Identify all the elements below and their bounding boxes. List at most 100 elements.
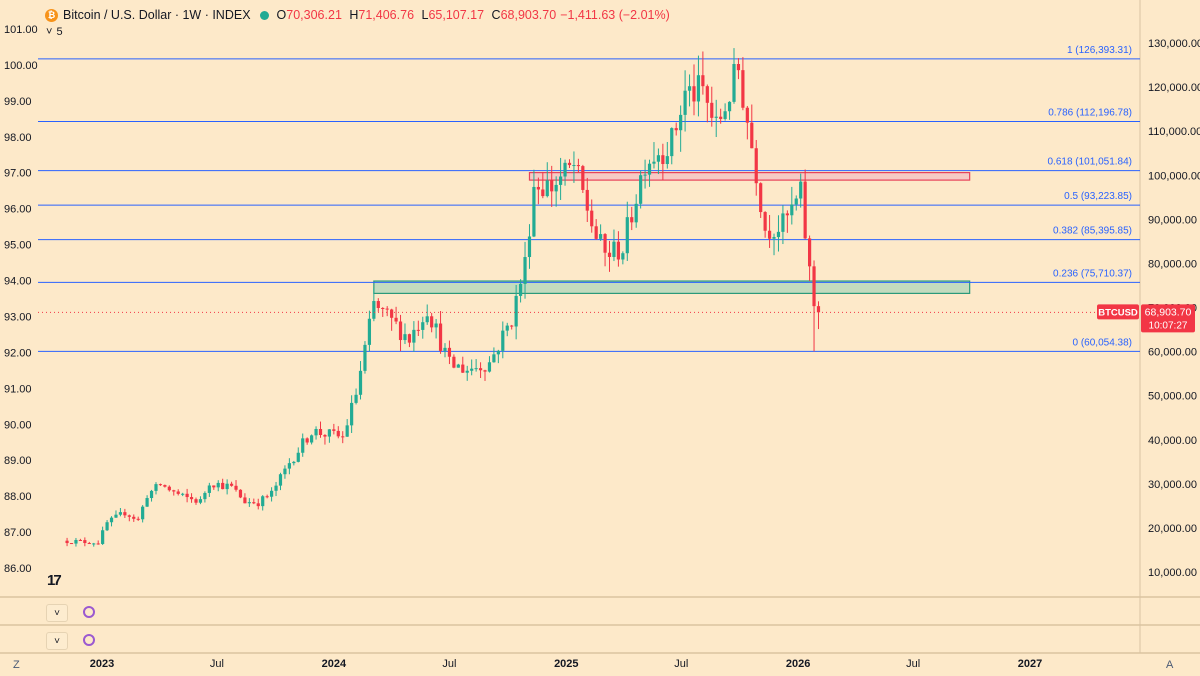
candle-body[interactable] [781,213,785,232]
candle-body[interactable] [390,309,394,318]
candle-body[interactable] [670,128,674,157]
candle-body[interactable] [296,452,300,462]
candle-body[interactable] [705,86,709,103]
candle-body[interactable] [803,181,807,239]
candle-body[interactable] [229,483,234,486]
symbol-title[interactable]: Bitcoin / U.S. Dollar · 1W · INDEX [63,8,251,22]
candle-body[interactable] [332,429,336,431]
candle-body[interactable] [723,111,727,119]
candle-body[interactable] [354,394,358,403]
candle-body[interactable] [701,75,705,87]
candle-body[interactable] [114,514,118,518]
candle-body[interactable] [172,490,176,492]
candle-body[interactable] [305,438,309,443]
candle-body[interactable] [656,155,661,162]
support-zone[interactable] [373,280,971,294]
candle-body[interactable] [785,213,789,216]
candle-body[interactable] [541,189,545,197]
candle-body[interactable] [327,429,331,437]
candle-body[interactable] [590,210,594,227]
candle-body[interactable] [607,252,612,257]
candle-body[interactable] [683,90,687,115]
candle-body[interactable] [456,364,460,368]
candle-body[interactable] [96,543,100,545]
candle-body[interactable] [470,368,474,371]
candle-body[interactable] [763,212,767,231]
candle-body[interactable] [434,323,438,328]
candle-body[interactable] [767,230,772,239]
candle-body[interactable] [639,175,643,204]
candle-body[interactable] [630,217,634,223]
candle-body[interactable] [145,498,149,507]
candle-body[interactable] [203,492,207,500]
candle-body[interactable] [674,128,678,131]
candle-body[interactable] [625,217,629,254]
candle-body[interactable] [692,86,696,102]
candle-body[interactable] [287,463,291,469]
candle-body[interactable] [794,198,798,205]
candle-body[interactable] [407,334,412,343]
candle-body[interactable] [661,155,665,165]
candle-body[interactable] [772,237,776,239]
candle-body[interactable] [643,174,647,176]
candle-body[interactable] [87,543,91,545]
candle-body[interactable] [403,334,407,341]
candle-body[interactable] [189,497,194,500]
symbol-legend[interactable]: ₿ Bitcoin / U.S. Dollar · 1W · INDEX O70… [45,6,670,24]
candle-body[interactable] [483,370,487,372]
candle-body[interactable] [181,493,185,495]
candle-body[interactable] [363,344,367,371]
candle-body[interactable] [532,186,536,237]
candle-body[interactable] [425,316,429,323]
pane-2-collapse-button[interactable]: ˅ [46,632,68,650]
candle-body[interactable] [652,161,656,164]
candle-body[interactable] [510,325,514,327]
candle-body[interactable] [496,350,500,355]
candle-body[interactable] [238,489,243,498]
candle-body[interactable] [194,499,198,503]
candle-body[interactable] [799,181,803,199]
candle-body[interactable] [452,356,456,368]
candle-body[interactable] [105,522,109,531]
candle-body[interactable] [474,368,478,370]
candle-body[interactable] [736,64,741,71]
candle-body[interactable] [198,499,203,503]
candle-body[interactable] [812,266,816,307]
pane-1-collapse-button[interactable]: ˅ [46,604,68,622]
candle-body[interactable] [341,436,345,438]
candle-body[interactable] [750,122,754,149]
candle-body[interactable] [687,86,692,91]
candle-body[interactable] [278,474,283,486]
candle-body[interactable] [576,165,580,167]
candle-body[interactable] [398,321,403,341]
candle-body[interactable] [465,370,469,373]
candle-body[interactable] [616,241,621,260]
candle-body[interactable] [443,347,447,351]
candle-body[interactable] [243,497,247,504]
candle-body[interactable] [301,438,305,453]
candle-body[interactable] [776,231,781,238]
candle-body[interactable] [745,107,749,123]
candle-body[interactable] [599,234,603,239]
candle-body[interactable] [123,512,127,516]
candle-body[interactable] [212,485,216,488]
candle-body[interactable] [274,485,278,491]
candle-body[interactable] [385,308,389,310]
candle-body[interactable] [563,162,567,177]
candle-body[interactable] [478,368,483,371]
candle-body[interactable] [545,180,549,197]
candle-body[interactable] [732,64,736,102]
candle-body[interactable] [759,183,763,213]
candle-body[interactable] [256,503,260,507]
candle-body[interactable] [518,283,523,296]
candle-body[interactable] [381,307,385,309]
candle-body[interactable] [790,204,794,216]
candle-body[interactable] [501,330,505,351]
indicators-toggle[interactable]: ˅ 5 [46,26,63,38]
candle-body[interactable] [527,236,532,258]
candle-body[interactable] [514,295,518,327]
candle-body[interactable] [216,482,220,488]
candle-body[interactable] [265,496,269,498]
candle-body[interactable] [101,530,105,544]
